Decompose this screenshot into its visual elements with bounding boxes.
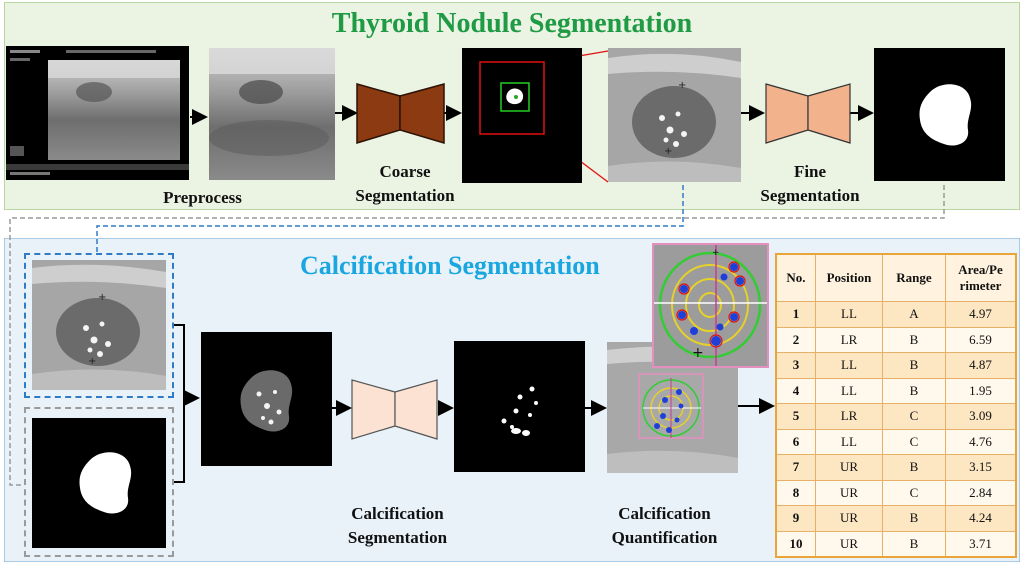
cell-range: B [882, 326, 946, 353]
calcification-input-frame [24, 253, 174, 398]
calc-seg-label-line2: Segmentation [347, 528, 448, 547]
fine-label-line2: Segmentation [760, 186, 860, 205]
cell-range: B [882, 454, 946, 481]
header-area-perimeter: Area/Pe rimeter [945, 253, 1017, 302]
cell-no: 10 [775, 530, 816, 558]
calc-quant-label-line1: Calcification [618, 504, 711, 523]
coarse-network-icon [356, 83, 445, 145]
cell-position: UR [815, 454, 883, 481]
cell-no: 6 [775, 428, 816, 455]
cell-range: B [882, 505, 946, 532]
cell-value: 4.76 [945, 428, 1017, 455]
cell-position: LL [815, 352, 883, 379]
preprocessed-ultrasound [209, 48, 335, 180]
table-row: 6 LL C 4.76 [775, 428, 1017, 455]
cell-range: B [882, 530, 946, 558]
cell-position: UR [815, 530, 883, 558]
cell-no: 2 [775, 326, 816, 353]
zoomed-nodule-ultrasound: + + [608, 48, 741, 182]
cell-no: 1 [775, 301, 816, 328]
cell-position: LL [815, 428, 883, 455]
cell-range: B [882, 352, 946, 379]
cell-value: 3.71 [945, 530, 1017, 558]
cell-position: LL [815, 301, 883, 328]
fine-segmentation-mask [874, 48, 1005, 181]
cell-no: 9 [775, 505, 816, 532]
calcification-network-icon [351, 379, 438, 440]
cell-range: C [882, 403, 946, 430]
cell-no: 4 [775, 377, 816, 404]
cell-no: 8 [775, 479, 816, 506]
coarse-label-line2: Segmentation [355, 186, 455, 205]
table-row: 2 LR B 6.59 [775, 326, 1017, 353]
cell-no: 7 [775, 454, 816, 481]
table-row: 3 LL B 4.87 [775, 352, 1017, 379]
coarse-label-line1: Coarse [379, 162, 431, 181]
cell-value: 4.87 [945, 352, 1017, 379]
cell-position: UR [815, 505, 883, 532]
svg-text:+: + [664, 146, 672, 157]
nodule-segmentation-title: Thyroid Nodule Segmentation [331, 8, 693, 39]
coarse-segmentation-mask [462, 48, 582, 183]
calcification-input-ultrasound: + + [32, 260, 166, 390]
calc-seg-label-line1: Calcification [351, 504, 444, 523]
svg-text:+: + [98, 292, 106, 303]
cell-range: B [882, 377, 946, 404]
raw-ultrasound-screen [6, 46, 189, 180]
preprocess-label: Preprocess [163, 188, 242, 207]
calc-quant-label-line2: Quantification [611, 528, 718, 547]
svg-text:+: + [678, 80, 686, 91]
crop-box [479, 61, 545, 135]
cell-value: 3.09 [945, 403, 1017, 430]
table-header-row: No. Position Range Area/Pe rimeter [775, 253, 1017, 302]
cell-value: 6.59 [945, 326, 1017, 353]
cell-range: C [882, 428, 946, 455]
nodule-bbox [500, 82, 530, 112]
quantification-table: No. Position Range Area/Pe rimeter 1 LL A 4… [775, 253, 1017, 558]
cell-value: 3.15 [945, 454, 1017, 481]
svg-text:+: + [88, 356, 96, 367]
fine-label-line1: Fine [793, 162, 827, 181]
cell-range: A [882, 301, 946, 328]
cell-position: LR [815, 326, 883, 353]
cell-value: 4.24 [945, 505, 1017, 532]
mask-input [32, 418, 166, 548]
table-row: 10 UR B 3.71 [775, 530, 1017, 558]
svg-text:+: + [692, 345, 704, 361]
header-range: Range [882, 253, 946, 302]
table-row: 1 LL A 4.97 [775, 301, 1017, 328]
quantification-zoom: + + [652, 243, 769, 368]
cell-no: 3 [775, 352, 816, 379]
header-no: No. [775, 253, 816, 302]
cell-range: C [882, 479, 946, 506]
cell-value: 2.84 [945, 479, 1017, 506]
header-position: Position [815, 253, 883, 302]
table-row: 7 UR B 3.15 [775, 454, 1017, 481]
table-row: 9 UR B 4.24 [775, 505, 1017, 532]
cell-value: 1.95 [945, 377, 1017, 404]
cell-value: 4.97 [945, 301, 1017, 328]
cell-position: LR [815, 403, 883, 430]
masked-nodule-roi [201, 332, 332, 466]
blue-dashed-connector [96, 185, 684, 254]
svg-text:+: + [712, 248, 720, 258]
cell-no: 5 [775, 403, 816, 430]
cell-position: UR [815, 479, 883, 506]
table-row: 5 LR C 3.09 [775, 403, 1017, 430]
mask-input-frame [24, 407, 174, 557]
fine-network-icon [765, 83, 851, 144]
calcification-segmentation-title: Calcification Segmentation [300, 251, 600, 280]
cell-position: LL [815, 377, 883, 404]
table-row: 4 LL B 1.95 [775, 377, 1017, 404]
calcification-mask [454, 341, 585, 472]
table-row: 8 UR C 2.84 [775, 479, 1017, 506]
